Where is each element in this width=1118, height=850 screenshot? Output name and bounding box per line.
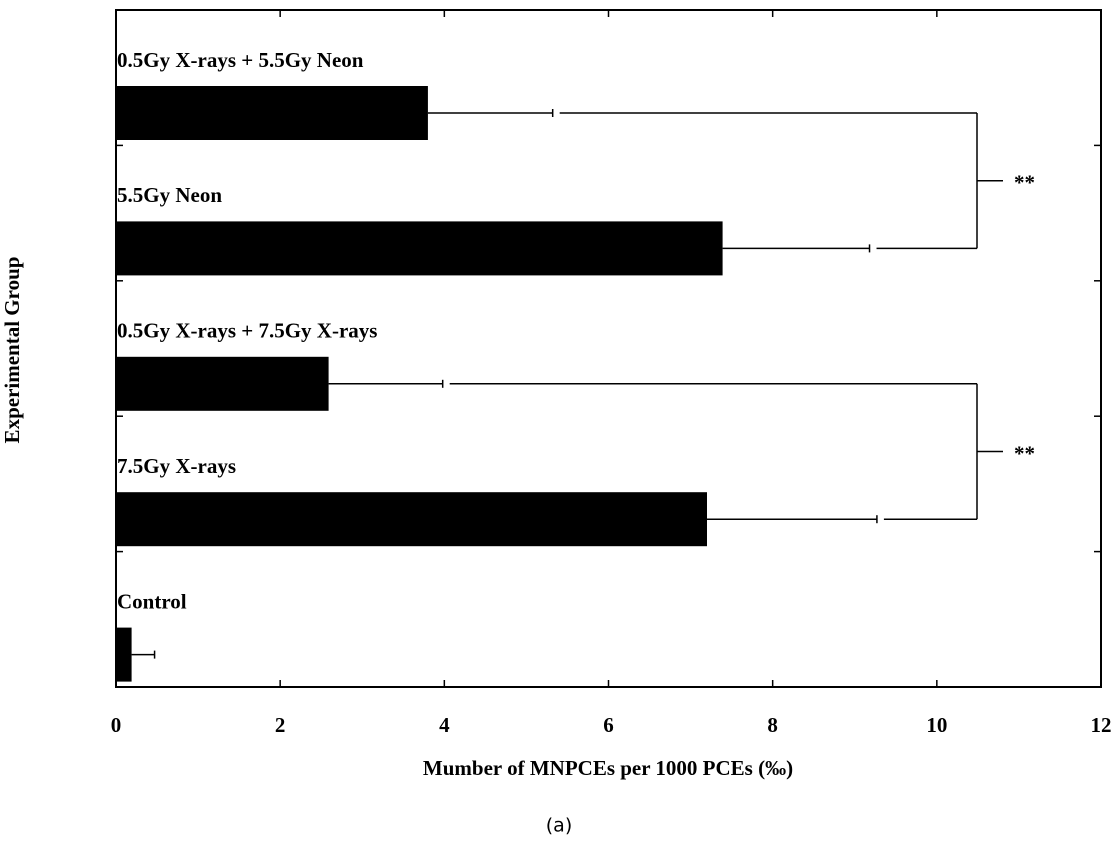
bar <box>116 221 723 276</box>
x-tick-label: 8 <box>767 713 778 737</box>
x-tick-label: 12 <box>1091 713 1112 737</box>
y-axis-label: Experimental Group <box>0 257 24 444</box>
bar <box>116 86 428 140</box>
category-label: Control <box>117 589 187 613</box>
x-tick-label: 4 <box>439 713 450 737</box>
x-tick-label: 2 <box>275 713 286 737</box>
category-label: 0.5Gy X-rays + 5.5Gy Neon <box>117 48 364 72</box>
significance-label: ** <box>1014 441 1035 465</box>
caption: (a) <box>546 815 572 837</box>
significance-label: ** <box>1014 171 1035 195</box>
bar <box>116 492 707 547</box>
x-tick-label: 6 <box>603 713 614 737</box>
category-label: 7.5Gy X-rays <box>117 454 236 478</box>
category-label: 0.5Gy X-rays + 7.5Gy X-rays <box>117 319 377 343</box>
x-axis-label: Mumber of MNPCEs per 1000 PCEs (‰) <box>423 756 793 780</box>
category-label: 5.5Gy Neon <box>117 183 222 207</box>
x-tick-label: 0 <box>111 713 122 737</box>
bar <box>116 356 329 411</box>
bar <box>116 627 132 682</box>
x-tick-label: 10 <box>926 713 947 737</box>
